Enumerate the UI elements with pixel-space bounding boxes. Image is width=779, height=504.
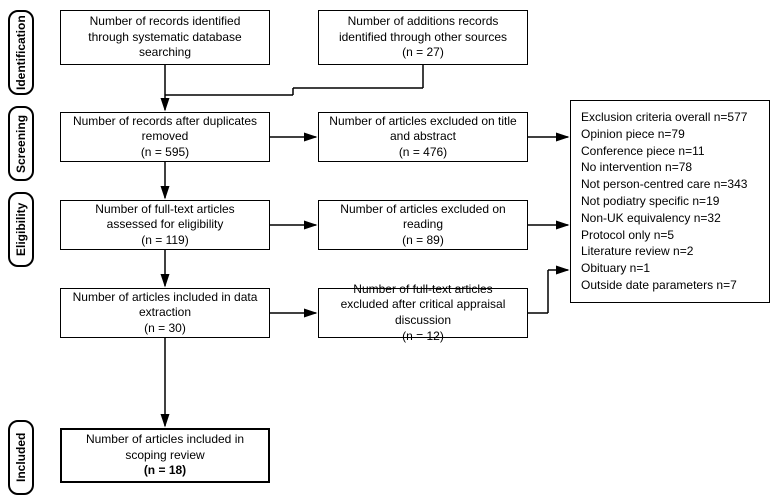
box-n: (n = 12) <box>402 329 444 345</box>
exclusion-item: Not person-centred care n=343 <box>581 176 759 193</box>
box-text: Number of records after duplicates remov… <box>71 114 259 145</box>
stage-label: Screening <box>14 114 28 172</box>
box-after-dup: Number of records after duplicates remov… <box>60 112 270 162</box>
box-text: Number of full-text articles assessed fo… <box>71 202 259 233</box>
stage-screening: Screening <box>8 106 34 181</box>
exclusion-title: Exclusion criteria overall n=577 <box>581 109 759 126</box>
box-scoping-review: Number of articles included in scoping r… <box>60 428 270 483</box>
box-n: (n = 89) <box>402 233 444 249</box>
exclusion-item: No intervention n=78 <box>581 159 759 176</box>
box-excl-appraisal: Number of full-text articles excluded af… <box>318 288 528 338</box>
box-db-search: Number of records identified through sys… <box>60 10 270 65</box>
box-n: (n = 30) <box>144 321 186 337</box>
box-text: Number of articles included in data extr… <box>71 290 259 321</box>
box-text: Number of records identified through sys… <box>71 14 259 61</box>
box-text: Number of articles included in scoping r… <box>72 432 258 463</box>
stage-label: Eligibility <box>14 203 28 256</box>
stage-identification: Identification <box>8 10 34 95</box>
box-excl-reading: Number of articles excluded on reading (… <box>318 200 528 250</box>
box-n: (n = 595) <box>141 145 189 161</box>
stage-eligibility: Eligibility <box>8 192 34 267</box>
stage-label: Identification <box>14 15 28 90</box>
box-n: (n = 476) <box>399 145 447 161</box>
box-n: (n = 119) <box>141 233 188 249</box>
box-text: Number of articles excluded on reading <box>329 202 517 233</box>
box-fulltext-assessed: Number of full-text articles assessed fo… <box>60 200 270 250</box>
box-n: (n = 18) <box>144 463 186 479</box>
exclusion-item: Conference piece n=11 <box>581 143 759 160</box>
exclusion-item: Obituary n=1 <box>581 260 759 277</box>
exclusion-item: Opinion piece n=79 <box>581 126 759 143</box>
box-n: (n = 27) <box>402 45 444 61</box>
box-text: Number of full-text articles excluded af… <box>329 282 517 329</box>
box-data-extraction: Number of articles included in data extr… <box>60 288 270 338</box>
exclusion-item: Literature review n=2 <box>581 243 759 260</box>
stage-included: Included <box>8 420 34 495</box>
box-exclusion-criteria: Exclusion criteria overall n=577 Opinion… <box>570 100 770 303</box>
box-other-sources: Number of additions records identified t… <box>318 10 528 65</box>
box-excl-title: Number of articles excluded on title and… <box>318 112 528 162</box>
exclusion-item: Outside date parameters n=7 <box>581 277 759 294</box>
stage-label: Included <box>14 433 28 482</box>
exclusion-item: Not podiatry specific n=19 <box>581 193 759 210</box>
exclusion-item: Protocol only n=5 <box>581 227 759 244</box>
box-text: Number of additions records identified t… <box>329 14 517 45</box>
box-text: Number of articles excluded on title and… <box>329 114 517 145</box>
exclusion-item: Non-UK equivalency n=32 <box>581 210 759 227</box>
